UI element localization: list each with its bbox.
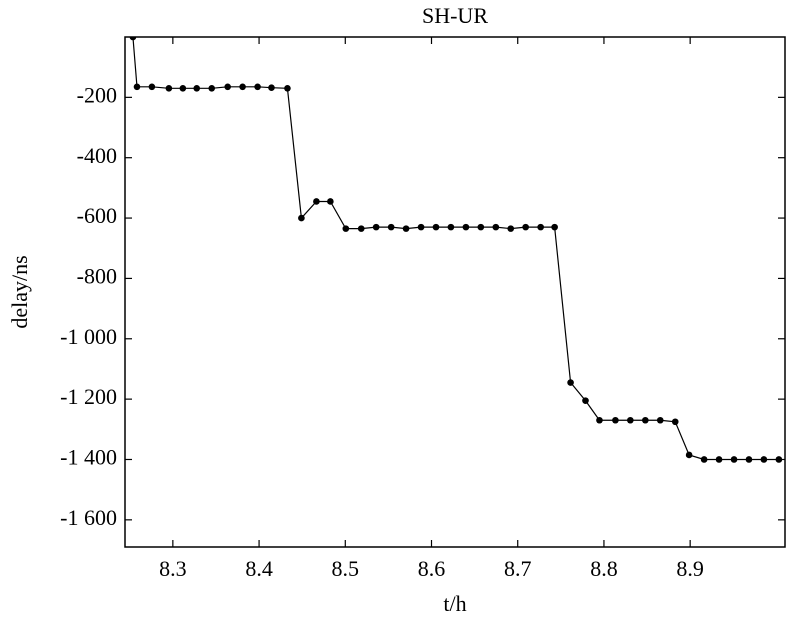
data-point bbox=[148, 83, 156, 91]
data-point bbox=[268, 84, 275, 91]
data-point bbox=[642, 416, 649, 424]
data-point bbox=[284, 85, 291, 92]
data-point bbox=[129, 37, 137, 41]
data-point bbox=[224, 83, 231, 91]
plot-frame bbox=[124, 36, 786, 548]
data-point bbox=[477, 223, 485, 231]
data-point bbox=[462, 223, 470, 231]
x-tick-label: 8.3 bbox=[159, 556, 187, 581]
data-point bbox=[165, 85, 173, 92]
data-point bbox=[133, 83, 141, 91]
data-point bbox=[582, 397, 589, 404]
y-tick-label: -800 bbox=[77, 263, 117, 288]
y-tick-label: -600 bbox=[77, 203, 117, 228]
data-point bbox=[239, 83, 246, 91]
data-point bbox=[387, 223, 395, 231]
data-point bbox=[627, 416, 634, 424]
data-point bbox=[715, 456, 723, 463]
y-tick-label: -400 bbox=[77, 143, 117, 168]
data-point bbox=[775, 456, 783, 463]
data-point bbox=[492, 223, 500, 231]
x-tick-label: 8.5 bbox=[332, 556, 360, 581]
data-point bbox=[254, 83, 261, 91]
data-point bbox=[193, 85, 201, 92]
data-point bbox=[567, 379, 574, 386]
y-tick-label: -1 400 bbox=[60, 445, 117, 470]
y-tick-label: -1 200 bbox=[60, 384, 117, 409]
x-tick-label: 8.8 bbox=[590, 556, 618, 581]
y-tick-label: -200 bbox=[77, 82, 117, 107]
data-point bbox=[298, 214, 305, 222]
data-point bbox=[551, 223, 558, 231]
data-point bbox=[745, 456, 753, 463]
chart-title: SH-UR bbox=[422, 3, 488, 28]
data-point bbox=[342, 225, 350, 232]
data-point bbox=[327, 198, 334, 205]
data-point bbox=[357, 225, 365, 232]
plot-area bbox=[129, 37, 783, 463]
x-tick-label: 8.4 bbox=[245, 556, 273, 581]
data-point bbox=[612, 416, 619, 424]
data-point bbox=[671, 418, 679, 426]
y-axis-label: delay/ns bbox=[7, 255, 32, 328]
data-point bbox=[179, 85, 187, 92]
data-point bbox=[596, 416, 603, 424]
data-point bbox=[685, 451, 693, 459]
data-point bbox=[522, 223, 529, 231]
data-point bbox=[537, 223, 544, 231]
x-axis-label: t/h bbox=[443, 591, 466, 616]
x-tick-label: 8.6 bbox=[418, 556, 446, 581]
data-point bbox=[447, 223, 455, 231]
data-point bbox=[372, 223, 380, 231]
x-tick-label: 8.9 bbox=[676, 556, 704, 581]
data-point bbox=[402, 225, 410, 232]
y-tick-label: -1 000 bbox=[60, 324, 117, 349]
y-tick-label: -1 600 bbox=[60, 505, 117, 530]
data-point bbox=[760, 456, 768, 463]
data-point bbox=[656, 416, 664, 424]
data-point bbox=[417, 223, 425, 231]
data-point bbox=[432, 223, 440, 231]
data-point bbox=[700, 456, 708, 463]
data-line bbox=[132, 37, 779, 461]
data-point bbox=[208, 85, 216, 92]
data-point bbox=[313, 198, 320, 205]
x-tick-label: 8.7 bbox=[504, 556, 532, 581]
data-point bbox=[507, 225, 515, 232]
data-point bbox=[730, 456, 738, 463]
